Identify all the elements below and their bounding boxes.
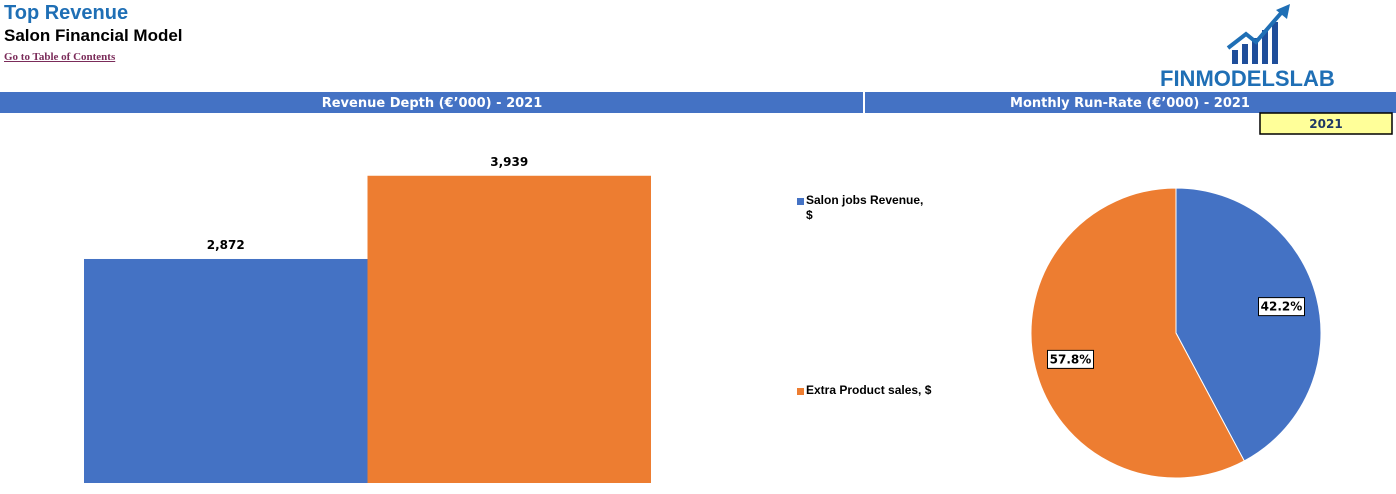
bar	[84, 258, 368, 483]
data-label-box	[1258, 297, 1306, 317]
data-label-box	[1046, 349, 1094, 369]
bar	[367, 175, 651, 483]
data-label: 57.8%	[1050, 352, 1092, 366]
section-title: Revenue Depth (€’000) - 2021	[322, 96, 543, 111]
title: Top Revenue	[4, 2, 129, 24]
data-label: 3,939	[490, 155, 528, 169]
subtitle: Salon Financial Model	[4, 26, 183, 45]
section-title: Monthly Run-Rate (€’000) - 2021	[1010, 96, 1250, 111]
data-label: 2,872	[207, 238, 245, 252]
logo-icon	[1226, 4, 1290, 64]
section-band	[0, 92, 1396, 113]
legend-swatch	[797, 198, 804, 205]
year-selector-text[interactable]: 2021	[1309, 117, 1342, 131]
legend-entry: Salon jobs Revenue, $	[806, 193, 924, 222]
legend-swatch	[797, 388, 804, 395]
pie-slice	[1030, 187, 1245, 479]
pie-slice	[1175, 187, 1322, 462]
year-selector[interactable]	[1259, 112, 1393, 135]
logo-text: FINMODELSLAB	[1160, 66, 1335, 91]
data-label: 42.2%	[1261, 300, 1303, 314]
toc-link[interactable]: Go to Table of Contents	[4, 51, 116, 63]
legend-entry: Extra Product sales, $	[806, 383, 932, 397]
